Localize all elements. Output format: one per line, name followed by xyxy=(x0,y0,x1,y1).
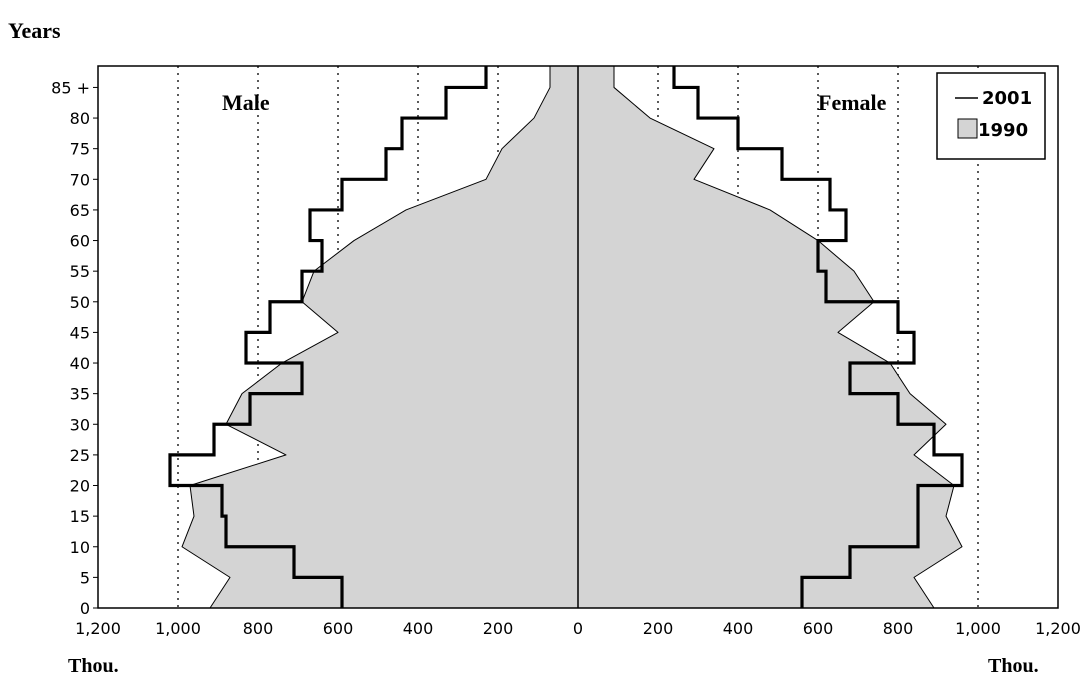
x-tick-label: 400 xyxy=(723,619,754,638)
legend: 2001 1990 xyxy=(936,72,1046,160)
x-tick-label: 0 xyxy=(573,619,583,638)
plot-frame xyxy=(97,65,1059,609)
x-tick-label: 1,200 xyxy=(1035,619,1081,638)
y-tick-label: 5 xyxy=(80,568,90,587)
y-tick-label: 25 xyxy=(70,446,90,465)
female-label: Female xyxy=(818,90,887,115)
y-tick-label: 60 xyxy=(70,232,90,251)
legend-1990-label: 1990 xyxy=(978,120,1028,141)
y-tick-label: 85 + xyxy=(51,78,90,97)
x-axis-title-left: Thou. xyxy=(68,655,119,675)
y-axis-title: Years xyxy=(8,18,61,43)
legend-1990-swatch xyxy=(957,118,978,139)
x-tick-label: 1,000 xyxy=(955,619,1001,638)
legend-2001-label: 2001 xyxy=(982,88,1032,109)
y-tick-label: 50 xyxy=(70,293,90,312)
x-axis-title-right: Thou. xyxy=(988,655,1039,675)
y-tick-label: 55 xyxy=(70,262,90,281)
tick-labels: 0 5 10 15 20 25 30 35 40 45 50 55 60 65 70 75 80 85 + 1,20… xyxy=(51,78,1081,638)
y-tick-label: 80 xyxy=(70,109,90,128)
series-2001-outline xyxy=(168,66,964,608)
x-tick-label: 800 xyxy=(243,619,274,638)
y-tick-label: 65 xyxy=(70,201,90,220)
x-tick-label: 800 xyxy=(883,619,914,638)
series-1990-area xyxy=(181,65,963,609)
y-tick-label: 30 xyxy=(70,415,90,434)
y-tick-label: 20 xyxy=(70,477,90,496)
male-label: Male xyxy=(222,90,270,115)
x-tick-label: 1,200 xyxy=(75,619,121,638)
y-tick-label: 40 xyxy=(70,354,90,373)
series-2001-female-outline xyxy=(672,66,964,608)
x-tick-label: 600 xyxy=(323,619,354,638)
x-tick-label: 1,000 xyxy=(155,619,201,638)
series-2001-male-outline xyxy=(168,66,488,608)
y-tick-label: 15 xyxy=(70,507,90,526)
y-tick-label: 45 xyxy=(70,323,90,342)
x-tick-label: 200 xyxy=(483,619,514,638)
x-tick-label: 400 xyxy=(403,619,434,638)
y-tick-label: 0 xyxy=(80,599,90,618)
legend-box xyxy=(936,72,1046,160)
series-1990-area-path xyxy=(181,65,963,609)
x-tick-label: 600 xyxy=(803,619,834,638)
y-tick-label: 10 xyxy=(70,538,90,557)
x-tick-label: 200 xyxy=(643,619,674,638)
y-tick-label: 75 xyxy=(70,140,90,159)
y-tick-label: 35 xyxy=(70,385,90,404)
y-tick-label: 70 xyxy=(70,170,90,189)
